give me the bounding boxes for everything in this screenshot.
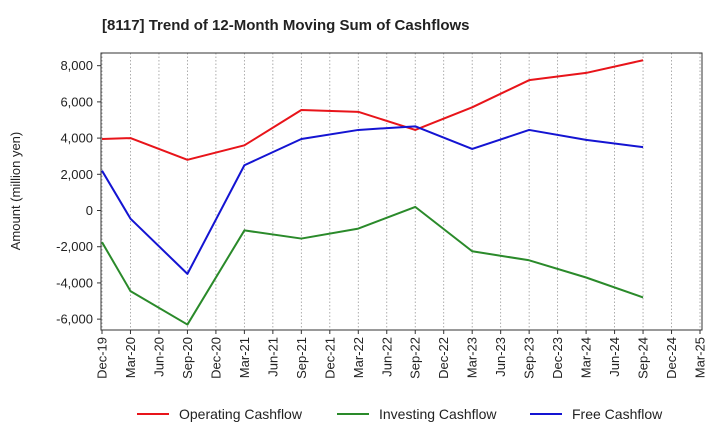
- x-tick-label: Dec-22: [436, 337, 451, 379]
- x-tick-label: Jun-24: [607, 337, 622, 377]
- x-tick-label: Mar-25: [693, 337, 708, 378]
- legend-label: Investing Cashflow: [379, 406, 497, 422]
- x-tick-label: Sep-23: [522, 337, 537, 379]
- series-lines: [101, 59, 644, 326]
- x-tick-label: Jun-21: [265, 337, 280, 377]
- x-tick-label: Mar-21: [237, 337, 252, 378]
- x-tick-label: Dec-19: [95, 337, 110, 379]
- plot-frame: [100, 52, 703, 331]
- plot-area: [101, 53, 702, 330]
- x-tick-label: Dec-21: [322, 337, 337, 379]
- x-tick-label: Sep-24: [636, 337, 651, 379]
- y-tick-label: 2,000: [60, 167, 93, 182]
- y-tick-label: -6,000: [56, 312, 93, 327]
- x-tick-label: Jun-22: [379, 337, 394, 377]
- x-tick-labels: Dec-19 Mar-20 Jun-20 Sep-20 Dec-20 Mar-21 Jun-…: [95, 330, 708, 379]
- y-tick-label: 8,000: [60, 58, 93, 73]
- x-tick-label: Dec-23: [550, 337, 565, 379]
- x-tick-label: Dec-20: [208, 337, 223, 379]
- y-tick-label: 0: [86, 203, 93, 218]
- x-tick-label: Sep-20: [180, 337, 195, 379]
- x-tick-label: Sep-21: [294, 337, 309, 379]
- x-tick-label: Sep-22: [408, 337, 423, 379]
- legend-label: Free Cashflow: [572, 406, 663, 422]
- y-tick-label: 4,000: [60, 131, 93, 146]
- y-tick-label: 6,000: [60, 94, 93, 109]
- series-line-investing-cashflow: [101, 205, 644, 326]
- x-tick-label: Mar-24: [579, 337, 594, 378]
- legend: Operating Cashflow Investing Cashflow Free…: [137, 406, 663, 422]
- y-axis-label: Amount (million yen): [8, 132, 23, 251]
- series-line-free-cashflow: [101, 125, 644, 275]
- x-tick-label: Mar-22: [351, 337, 366, 378]
- grid-lines: [101, 53, 701, 330]
- x-tick-label: Jun-23: [493, 337, 508, 377]
- legend-label: Operating Cashflow: [179, 406, 303, 422]
- x-tick-label: Dec-24: [664, 337, 679, 379]
- y-tick-labels: -6,000 -4,000 -2,000 0 2,000 4,000 6,000 8,000: [56, 58, 101, 327]
- x-tick-label: Mar-23: [465, 337, 480, 378]
- x-tick-label: Jun-20: [151, 337, 166, 377]
- x-tick-label: Mar-20: [123, 337, 138, 378]
- series-line-operating-cashflow: [101, 59, 644, 161]
- y-tick-label: -4,000: [56, 275, 93, 290]
- chart-title: [8117] Trend of 12-Month Moving Sum of C…: [102, 17, 470, 34]
- y-tick-label: -2,000: [56, 239, 93, 254]
